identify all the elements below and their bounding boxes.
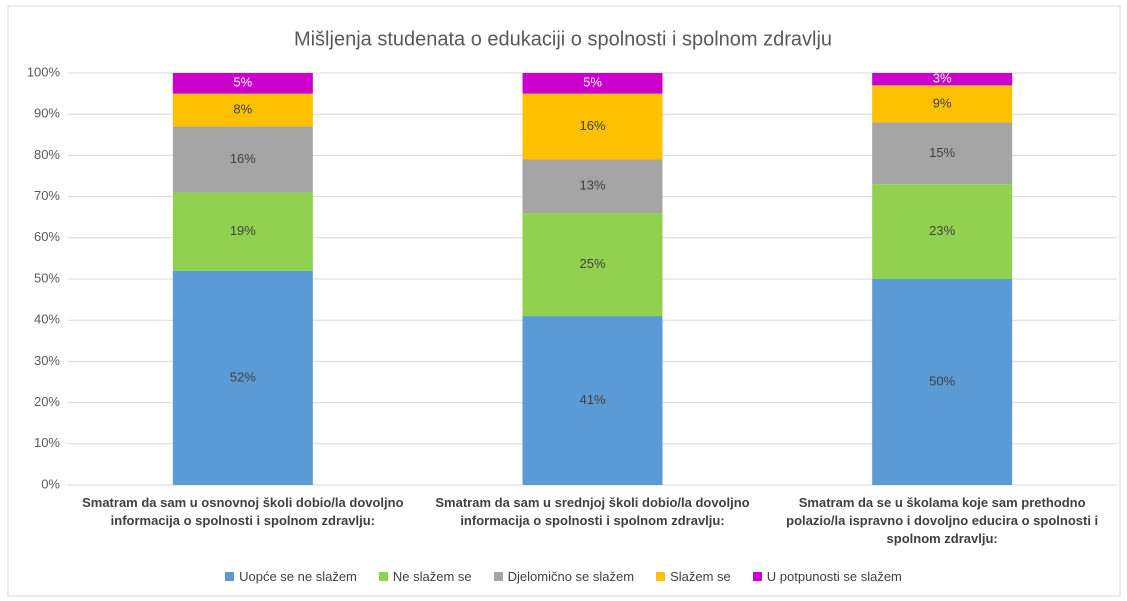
x-tick-label: Smatram da sam u srednjoj školi dobio/la… — [435, 495, 750, 528]
legend-swatch — [752, 572, 762, 581]
bar-segment — [872, 184, 1013, 279]
y-tick-label: 10% — [34, 435, 60, 450]
data-label: 50% — [929, 373, 955, 388]
data-label: 16% — [230, 151, 256, 166]
x-tick-label: Smatram da se u školama koje sam prethod… — [786, 495, 1099, 546]
chart-title: Mišljenja studenata o edukaciji o spolno… — [294, 28, 832, 50]
data-label: 23% — [929, 223, 955, 238]
data-label: 8% — [233, 102, 252, 117]
legend-item: U potpunosti se slažem — [752, 569, 902, 584]
y-tick-label: 50% — [34, 270, 60, 285]
data-label: 52% — [230, 369, 256, 384]
legend-swatch — [493, 572, 503, 581]
bar-segment — [172, 270, 313, 485]
bar-segment — [522, 73, 663, 94]
bar-segment — [872, 279, 1013, 485]
legend-swatch — [656, 572, 666, 581]
legend-label: Ne slažem se — [392, 569, 472, 584]
legend-label: Slažem se — [670, 569, 731, 584]
legend-item: Ne slažem se — [378, 569, 472, 584]
legend-item: Slažem se — [656, 569, 731, 584]
legend: Uopće se ne slažem Ne slažem se Djelomično… — [0, 569, 1127, 584]
legend-label: Uopće se ne slažem — [239, 569, 357, 584]
y-tick-label: 40% — [34, 312, 60, 327]
legend-label: U potpunosti se slažem — [766, 569, 902, 584]
bar-segment — [172, 126, 313, 193]
y-tick-label: 70% — [34, 188, 60, 203]
chart-border — [7, 5, 1121, 597]
data-label: 19% — [230, 223, 256, 238]
data-label: 3% — [933, 71, 952, 86]
y-tick-label: 90% — [34, 106, 60, 121]
legend-label: Djelomično se slažem — [507, 569, 635, 584]
bar-segment — [522, 316, 663, 485]
data-label: 13% — [579, 178, 605, 193]
y-tick-label: 30% — [34, 353, 60, 368]
legend-item: Djelomično se slažem — [493, 569, 635, 584]
bar-segment — [872, 73, 1013, 86]
y-tick-label: 20% — [34, 394, 60, 409]
bar-segment — [172, 93, 313, 127]
y-tick-label: 100% — [27, 64, 61, 79]
bar-segment — [872, 85, 1013, 123]
data-label: 15% — [929, 145, 955, 160]
data-label: 5% — [583, 75, 602, 90]
bar-segment — [172, 73, 313, 94]
data-label: 5% — [233, 75, 252, 90]
y-tick-label: 60% — [34, 229, 60, 244]
data-label: 16% — [579, 118, 605, 133]
bar-segment — [522, 93, 663, 160]
bar-segment — [172, 192, 313, 271]
legend-swatch — [378, 572, 388, 581]
data-label: 25% — [579, 256, 605, 271]
legend-item: Uopće se ne slažem — [225, 569, 357, 584]
bar-segment — [522, 159, 663, 214]
bar-segment — [522, 213, 663, 317]
y-tick-label: 80% — [34, 147, 60, 162]
bar-segment — [872, 122, 1013, 185]
y-tick-label: 0% — [41, 476, 60, 491]
x-tick-label: Smatram da sam u osnovnoj školi dobio/la… — [82, 495, 404, 528]
data-label: 41% — [579, 392, 605, 407]
legend-swatch — [225, 572, 235, 581]
data-label: 9% — [933, 95, 952, 110]
